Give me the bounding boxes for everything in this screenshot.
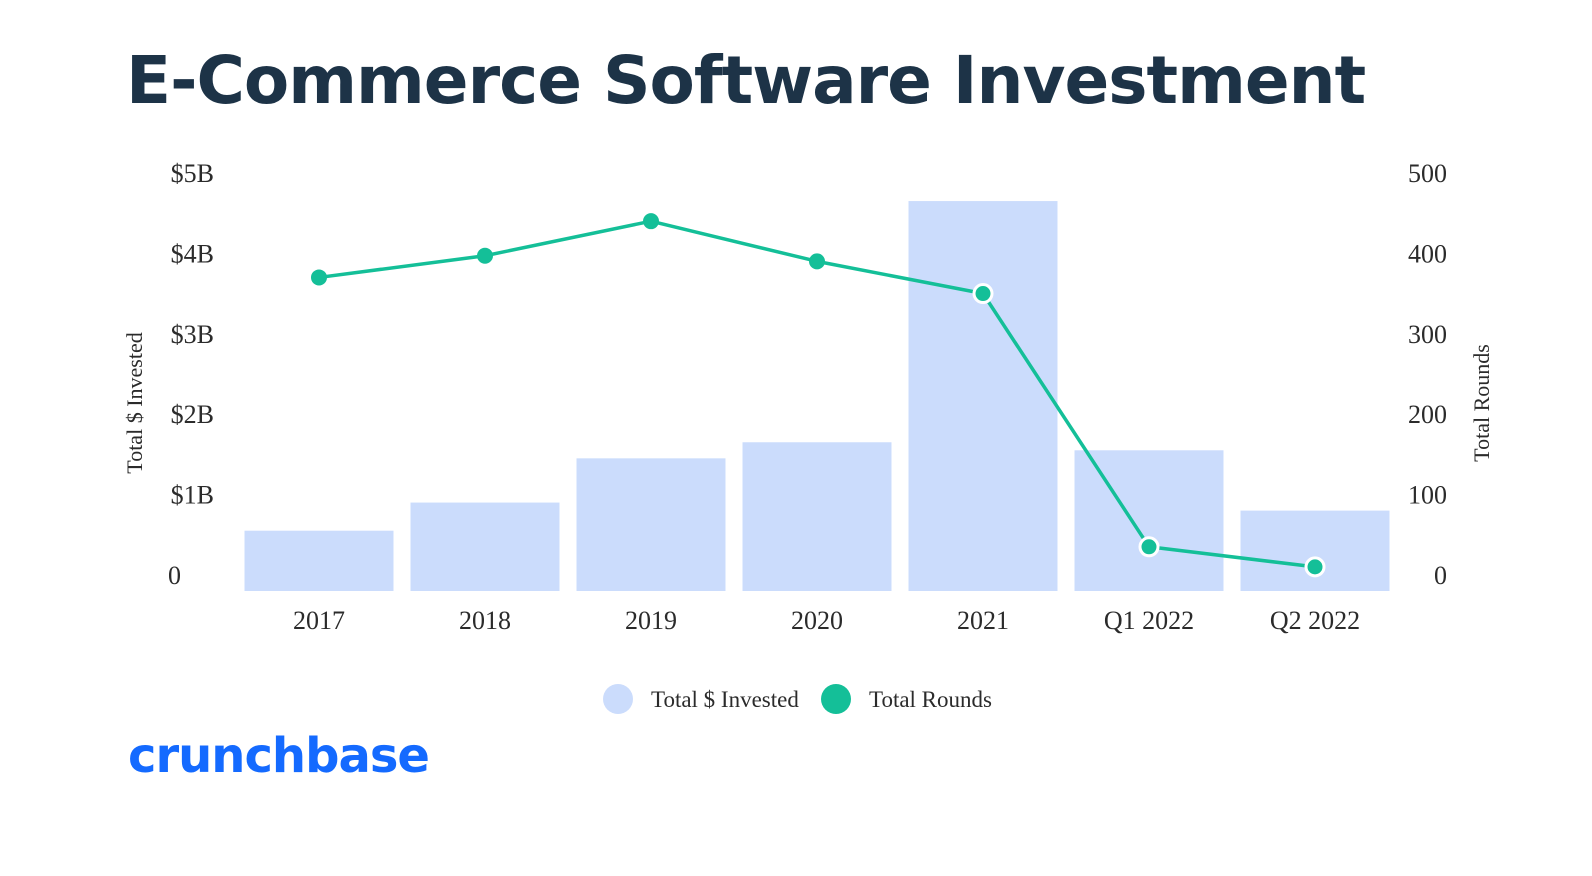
left-y-tick-label: 0 (168, 561, 181, 590)
right-y-tick-label: 100 (1408, 481, 1447, 510)
bar-q2-2022 (1240, 510, 1390, 591)
x-tick-label: Q1 2022 (1104, 606, 1194, 635)
right-y-tick-label: 400 (1408, 239, 1447, 268)
right-y-tick-label: 0 (1434, 561, 1447, 590)
rounds-point-2019 (643, 213, 659, 230)
left-y-tick-label: $2B (171, 400, 214, 429)
rounds-point-2021 (972, 283, 994, 305)
legend: Total $ Invested Total Rounds (603, 684, 992, 714)
x-tick-label: 2018 (459, 606, 511, 635)
left-axis-ticks: 0 $1B $2B $3B $4B $5B (168, 159, 214, 590)
crunchbase-logo: crunchbase (128, 728, 430, 784)
legend-label-rounds: Total Rounds (869, 687, 992, 712)
bar-series-total-invested (244, 201, 1390, 591)
line-series-total-rounds (311, 213, 1326, 578)
x-tick-label: 2017 (293, 606, 345, 635)
legend-swatch-invested (603, 684, 633, 714)
left-y-tick-label: $3B (171, 320, 214, 349)
right-y-tick-label: 500 (1408, 159, 1447, 188)
bar-q1-2022 (1074, 450, 1224, 591)
bar-2018 (410, 502, 560, 591)
right-axis-title: Total Rounds (1469, 344, 1494, 462)
x-tick-label: 2021 (957, 606, 1009, 635)
left-y-tick-label: $1B (171, 481, 214, 510)
x-tick-label: Q2 2022 (1270, 606, 1360, 635)
rounds-point-q2-2022 (1304, 556, 1326, 578)
rounds-point-q1-2022 (1138, 536, 1160, 558)
left-y-tick-label: $5B (171, 159, 214, 188)
rounds-point-2018 (477, 247, 493, 264)
bar-2017 (244, 530, 394, 591)
x-axis-ticks: 2017 2018 2019 2020 2021 Q1 2022 Q2 2022 (293, 606, 1360, 635)
bar-2021 (908, 201, 1058, 591)
left-axis-title: Total $ Invested (122, 332, 147, 473)
right-axis-ticks: 0 100 200 300 400 500 (1408, 159, 1447, 590)
chart-title: E-Commerce Software Investment (126, 42, 1366, 119)
bar-2019 (576, 458, 726, 591)
left-y-tick-label: $4B (171, 239, 214, 268)
rounds-point-2017 (311, 269, 327, 286)
right-y-tick-label: 200 (1408, 400, 1447, 429)
rounds-point-2020 (809, 253, 825, 270)
right-y-tick-label: 300 (1408, 320, 1447, 349)
bar-2020 (742, 442, 892, 591)
x-tick-label: 2019 (625, 606, 677, 635)
legend-swatch-rounds (821, 684, 851, 714)
legend-label-invested: Total $ Invested (651, 687, 799, 712)
x-tick-label: 2020 (791, 606, 843, 635)
